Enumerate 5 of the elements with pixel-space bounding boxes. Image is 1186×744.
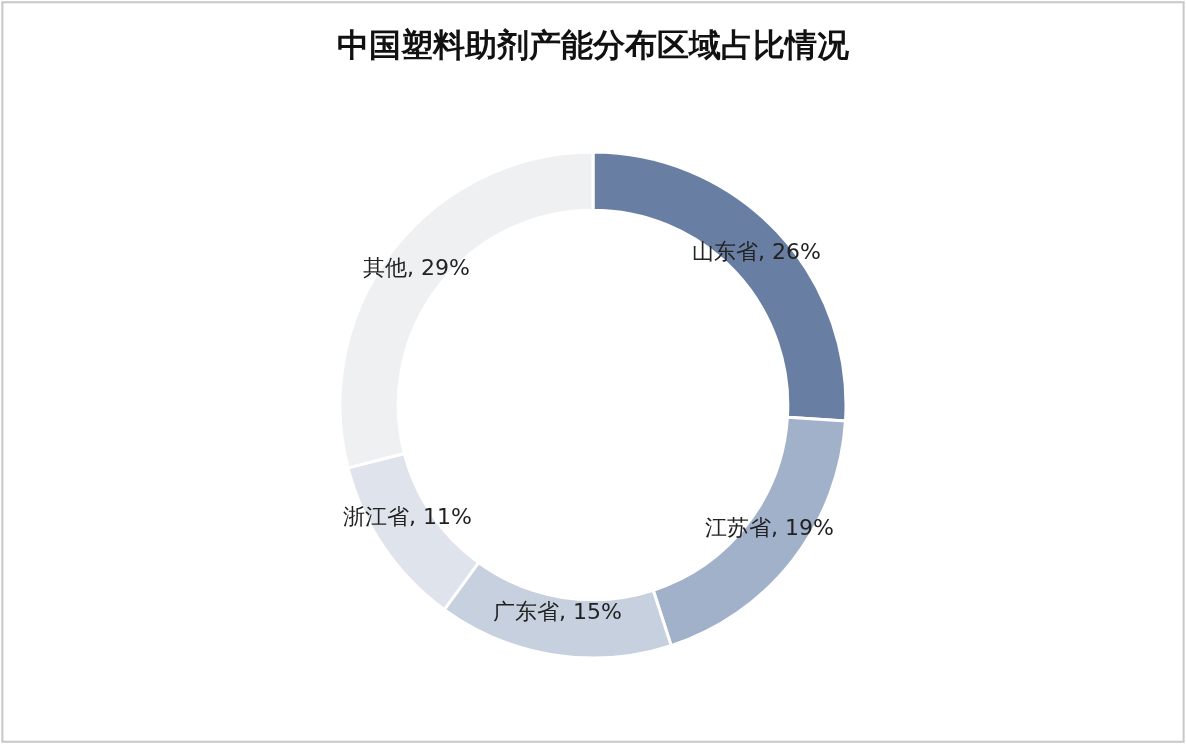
chart-title: 中国塑料助剂产能分布区域占比情况 [337,25,850,64]
slice-label: 江苏省, 19% [705,515,834,540]
slice-label: 其他, 29% [363,255,470,280]
slice-label: 浙江省, 11% [343,504,472,529]
slice-label: 广东省, 15% [493,599,622,624]
